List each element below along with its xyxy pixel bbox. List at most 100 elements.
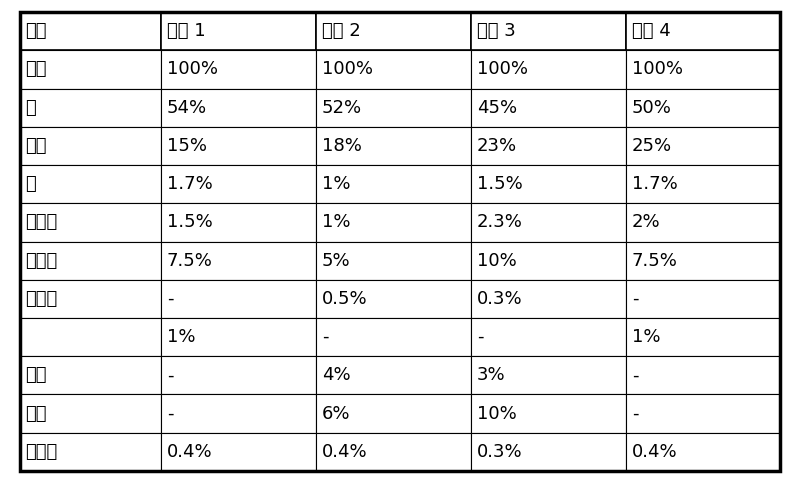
Text: 100%: 100% bbox=[167, 60, 218, 78]
Bar bbox=[470, 356, 626, 395]
Text: 2.3%: 2.3% bbox=[477, 213, 522, 231]
Text: 1%: 1% bbox=[322, 213, 350, 231]
Bar bbox=[161, 395, 316, 433]
Text: 1%: 1% bbox=[632, 328, 660, 346]
Text: 奶粉: 奶粉 bbox=[26, 366, 47, 384]
Text: -: - bbox=[632, 366, 638, 384]
Bar bbox=[20, 203, 161, 242]
Bar bbox=[470, 318, 626, 356]
Bar bbox=[470, 88, 626, 127]
Bar bbox=[20, 12, 161, 50]
Text: 23%: 23% bbox=[477, 137, 517, 155]
Text: 0.5%: 0.5% bbox=[322, 290, 367, 308]
Text: 盐: 盐 bbox=[26, 175, 36, 193]
Text: 50%: 50% bbox=[632, 99, 672, 117]
Text: 1%: 1% bbox=[322, 175, 350, 193]
Bar bbox=[161, 50, 316, 88]
Text: 干酵母: 干酵母 bbox=[26, 213, 58, 231]
Bar bbox=[316, 318, 470, 356]
Text: 10%: 10% bbox=[477, 405, 517, 423]
Text: 鸡蛋: 鸡蛋 bbox=[26, 405, 47, 423]
Bar bbox=[626, 50, 780, 88]
Bar bbox=[161, 165, 316, 203]
Text: 1.7%: 1.7% bbox=[632, 175, 678, 193]
Text: 1.5%: 1.5% bbox=[477, 175, 522, 193]
Bar bbox=[626, 356, 780, 395]
Bar bbox=[20, 50, 161, 88]
Bar bbox=[20, 165, 161, 203]
Text: 54%: 54% bbox=[167, 99, 207, 117]
Bar bbox=[161, 242, 316, 280]
Bar bbox=[20, 127, 161, 165]
Text: 3%: 3% bbox=[477, 366, 506, 384]
Bar bbox=[470, 12, 626, 50]
Text: 0.3%: 0.3% bbox=[477, 443, 522, 461]
Text: 1.7%: 1.7% bbox=[167, 175, 213, 193]
Text: 1%: 1% bbox=[167, 328, 195, 346]
Bar bbox=[316, 50, 470, 88]
Text: 52%: 52% bbox=[322, 99, 362, 117]
Bar bbox=[20, 242, 161, 280]
Bar bbox=[470, 395, 626, 433]
Bar bbox=[626, 165, 780, 203]
Text: 100%: 100% bbox=[322, 60, 373, 78]
Text: 5%: 5% bbox=[322, 252, 350, 270]
Bar bbox=[626, 395, 780, 433]
Text: 蔗糖: 蔗糖 bbox=[26, 137, 47, 155]
Bar bbox=[316, 88, 470, 127]
Bar bbox=[161, 318, 316, 356]
Bar bbox=[626, 433, 780, 471]
Bar bbox=[20, 356, 161, 395]
Bar bbox=[161, 88, 316, 127]
Bar bbox=[161, 356, 316, 395]
Bar bbox=[626, 88, 780, 127]
Text: 18%: 18% bbox=[322, 137, 362, 155]
Text: 配方 4: 配方 4 bbox=[632, 22, 670, 40]
Bar bbox=[470, 50, 626, 88]
Bar bbox=[20, 280, 161, 318]
Bar bbox=[20, 88, 161, 127]
Bar bbox=[316, 280, 470, 318]
Bar bbox=[20, 395, 161, 433]
Text: 7.5%: 7.5% bbox=[167, 252, 213, 270]
Bar bbox=[161, 280, 316, 318]
Bar bbox=[161, 12, 316, 50]
Text: 0.4%: 0.4% bbox=[632, 443, 678, 461]
Bar bbox=[626, 318, 780, 356]
Bar bbox=[316, 203, 470, 242]
Text: 改良剂: 改良剂 bbox=[26, 290, 58, 308]
Bar bbox=[316, 356, 470, 395]
Bar bbox=[470, 165, 626, 203]
Text: -: - bbox=[632, 405, 638, 423]
Bar bbox=[316, 395, 470, 433]
Text: 面粉: 面粉 bbox=[26, 60, 47, 78]
Bar bbox=[316, 433, 470, 471]
Text: 配方 3: 配方 3 bbox=[477, 22, 516, 40]
Text: 4%: 4% bbox=[322, 366, 350, 384]
Text: 7.5%: 7.5% bbox=[632, 252, 678, 270]
Bar bbox=[161, 433, 316, 471]
Text: 水: 水 bbox=[26, 99, 36, 117]
Bar bbox=[470, 433, 626, 471]
Text: 配方: 配方 bbox=[26, 22, 47, 40]
Text: -: - bbox=[167, 290, 174, 308]
Text: 10%: 10% bbox=[477, 252, 517, 270]
Bar bbox=[316, 165, 470, 203]
Bar bbox=[161, 203, 316, 242]
Bar bbox=[470, 127, 626, 165]
Text: 脂肪质: 脂肪质 bbox=[26, 252, 58, 270]
Text: -: - bbox=[477, 328, 483, 346]
Text: 配方 1: 配方 1 bbox=[167, 22, 206, 40]
Text: 2%: 2% bbox=[632, 213, 661, 231]
Text: 0.3%: 0.3% bbox=[477, 290, 522, 308]
Text: 1.5%: 1.5% bbox=[167, 213, 213, 231]
Bar bbox=[470, 203, 626, 242]
Bar bbox=[20, 433, 161, 471]
Text: -: - bbox=[322, 328, 328, 346]
Text: 配方 2: 配方 2 bbox=[322, 22, 361, 40]
Text: 100%: 100% bbox=[632, 60, 683, 78]
Text: 0.4%: 0.4% bbox=[322, 443, 367, 461]
Bar bbox=[161, 127, 316, 165]
Text: 15%: 15% bbox=[167, 137, 207, 155]
Bar bbox=[626, 280, 780, 318]
